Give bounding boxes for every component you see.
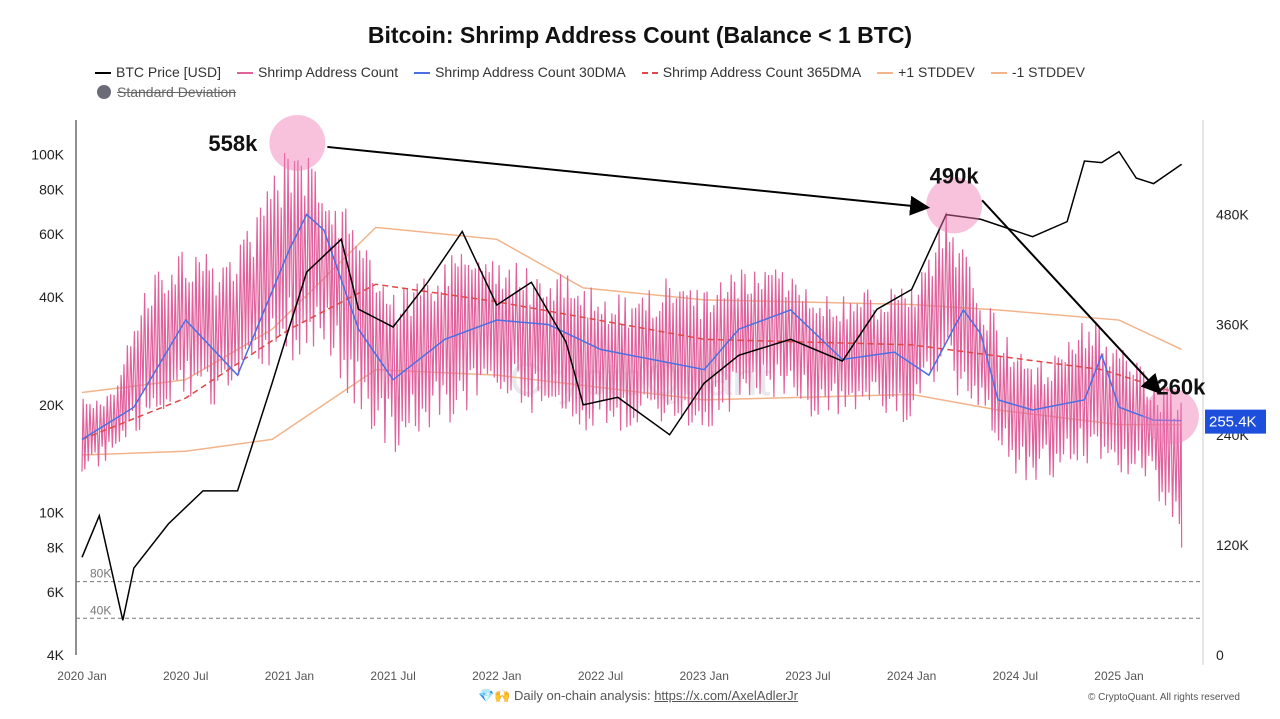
trend-arrow: [981, 199, 1162, 395]
right-tick-label: 0: [1216, 647, 1224, 663]
x-tick-label: 2021 Jan: [265, 669, 314, 683]
reference-line-label: 40K: [90, 603, 111, 617]
left-tick-label: 6K: [47, 584, 65, 600]
left-tick-label: 60K: [39, 226, 65, 242]
x-tick-label: 2020 Jan: [57, 669, 106, 683]
last-value-badge: [1205, 409, 1266, 434]
plus-1-stddev-line: [81, 226, 1182, 394]
x-tick-label: 2022 Jul: [578, 669, 623, 683]
circle-icon: [97, 85, 111, 99]
footer: 💎🙌 Daily on-chain analysis: https://x.co…: [478, 688, 798, 703]
x-tick-label: 2025 Jan: [1094, 669, 1143, 683]
shrimp-365dma-line: [81, 283, 1182, 441]
shrimp-30dma-line: [81, 213, 1182, 440]
trend-arrow: [327, 145, 931, 216]
highlight-circle: [1142, 388, 1199, 445]
highlight-circle: [269, 114, 326, 171]
x-tick-label: 2023 Jul: [785, 669, 830, 683]
highlight-circle: [926, 177, 983, 234]
reference-line-label: 80K: [90, 567, 111, 581]
annotation-label: 260k: [1156, 374, 1206, 399]
annotation-label: 490k: [930, 163, 980, 188]
last-value-label: 255.4K: [1209, 414, 1257, 431]
legend-item-standard-deviation[interactable]: Standard Deviation: [97, 84, 236, 100]
legend-item-shrimp-count[interactable]: Shrimp Address Count: [237, 64, 398, 80]
legend-item-plus-stddev[interactable]: +1 STDDEV: [877, 64, 975, 80]
right-tick-label: 360K: [1216, 317, 1249, 333]
legend-item-shrimp-30dma[interactable]: Shrimp Address Count 30DMA: [414, 64, 626, 80]
legend-item-minus-stddev[interactable]: -1 STDDEV: [990, 64, 1085, 80]
x-tick-label: 2024 Jan: [887, 669, 936, 683]
x-tick-label: 2021 Jul: [370, 669, 415, 683]
shrimp-count-line: [81, 153, 1183, 548]
x-tick-label: 2020 Jul: [163, 669, 208, 683]
right-tick-label: 120K: [1216, 537, 1249, 553]
legend-item-btc-price[interactable]: BTC Price [USD]: [95, 64, 221, 80]
chart-title: Bitcoin: Shrimp Address Count (Balance <…: [367, 22, 913, 48]
left-tick-label: 20K: [39, 397, 65, 413]
left-tick-label: 8K: [47, 539, 65, 555]
left-tick-label: 100K: [31, 147, 64, 163]
left-tick-label: 40K: [39, 289, 65, 305]
x-tick-label: 2024 Jul: [993, 669, 1038, 683]
x-tick-label: 2023 Jan: [680, 669, 729, 683]
footer-link[interactable]: https://x.com/AxelAdlerJr: [654, 688, 798, 703]
legend: BTC Price [USD] Shrimp Address Count Shr…: [95, 64, 1085, 80]
annotation-label: 558k: [208, 131, 258, 156]
copyright: © CryptoQuant. All rights reserved: [1088, 692, 1240, 703]
left-tick-label: 80K: [39, 181, 65, 197]
legend-item-shrimp-365dma[interactable]: Shrimp Address Count 365DMA: [641, 64, 861, 80]
left-tick-label: 4K: [47, 647, 65, 663]
right-tick-label: 480K: [1216, 207, 1249, 223]
btc-price-line: [81, 150, 1183, 621]
x-tick-label: 2022 Jan: [472, 669, 521, 683]
left-tick-label: 10K: [39, 505, 65, 521]
